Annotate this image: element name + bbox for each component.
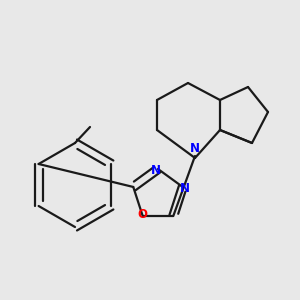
Text: O: O: [138, 208, 148, 220]
Text: N: N: [180, 182, 190, 196]
Text: N: N: [190, 142, 200, 154]
Text: N: N: [151, 164, 161, 178]
